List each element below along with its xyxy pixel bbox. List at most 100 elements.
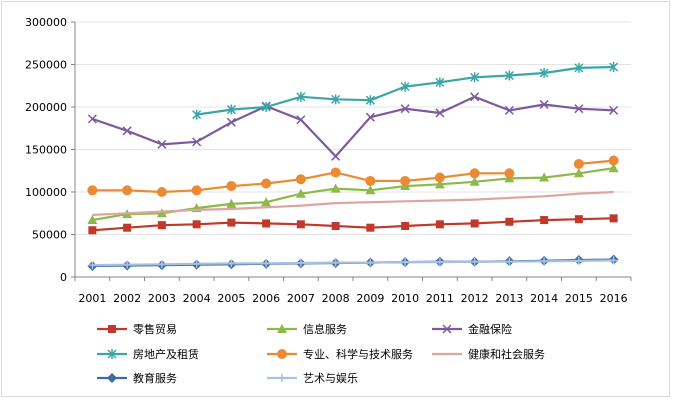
data-point-marker [227,218,236,227]
data-point-marker [87,215,98,225]
data-point-marker [469,176,480,186]
data-point-marker [296,220,305,229]
data-point-marker [277,349,287,359]
legend-item: 艺术与娱乐 [267,371,358,385]
series-8 [88,256,618,270]
y-tick-label: 150000 [25,144,67,157]
x-tick-label: 2011 [426,292,454,305]
series-2 [87,163,619,225]
data-point-marker [401,222,410,230]
legend-item: 健康和社会服务 [432,347,545,361]
data-point-marker [400,175,411,186]
data-point-marker [278,374,286,382]
data-point-marker [539,172,550,182]
data-point-marker [505,257,514,266]
data-point-marker [157,260,166,269]
data-point-marker [330,167,341,178]
data-point-marker [573,168,584,178]
data-point-marker [574,104,584,114]
data-point-marker [365,175,376,186]
legend-label: 教育服务 [133,371,177,385]
data-point-marker [295,174,306,185]
data-point-marker [608,155,619,166]
data-point-marker [366,223,375,232]
data-point-marker [191,185,202,196]
data-point-marker [574,215,583,224]
x-tick-label: 2010 [391,292,419,305]
data-point-marker [539,99,549,109]
data-point-marker [505,217,514,226]
data-point-marker [226,181,237,192]
data-point-marker [400,81,410,92]
data-point-marker [156,187,167,197]
x-tick-label: 2003 [148,292,176,305]
x-tick-label: 2016 [600,292,628,305]
data-point-marker [400,104,410,114]
data-point-marker [504,105,514,115]
legend-item: 专业、科学与技术服务 [267,347,413,361]
series-line [92,159,614,194]
data-point-marker [227,259,236,268]
legend-item: 房地产及租赁 [97,347,199,361]
data-point-marker [435,258,444,267]
series-3 [87,92,619,161]
legend-label: 艺术与娱乐 [303,371,358,385]
data-point-marker [88,226,97,235]
data-point-marker [366,258,375,267]
data-point-marker [107,349,117,359]
x-tick-label: 2009 [356,292,384,305]
x-tick-label: 2001 [78,292,106,305]
data-point-marker [574,62,584,73]
data-point-marker [226,198,237,208]
legend-label: 金融保险 [468,322,512,336]
data-point-marker [108,325,116,333]
y-tick-label: 0 [60,271,67,284]
series-5 [87,155,619,197]
y-axis-tick-labels: 0 50000 100000 150000 200000 250000 300000 [25,16,67,284]
data-point-marker [122,126,132,136]
data-point-marker [331,94,341,105]
data-point-marker [107,373,117,383]
series-1 [88,214,618,235]
x-tick-label: 2013 [495,292,523,305]
data-point-marker [573,158,584,169]
legend-item: 金融保险 [432,322,512,336]
data-point-marker [156,208,167,218]
data-point-marker [365,185,376,195]
data-point-marker [262,259,271,268]
data-point-marker [469,168,480,179]
data-point-marker [435,77,445,88]
data-point-marker [442,324,452,334]
data-point-marker [296,258,305,267]
data-point-marker [401,258,410,267]
data-point-marker [123,260,132,269]
data-point-marker [540,257,549,266]
data-point-marker [192,109,202,120]
line-chart: 0 50000 100000 150000 200000 250000 300000 200… [25,16,632,385]
data-point-marker [608,163,619,173]
x-tick-label: 2014 [530,292,558,305]
legend-item: 零售贸易 [97,322,177,336]
data-point-marker [157,139,167,149]
data-point-marker [504,168,515,179]
series-line [92,217,614,232]
x-tick-label: 2008 [322,292,350,305]
series-line [92,190,614,216]
legend-label: 信息服务 [303,322,347,336]
legend-label: 零售贸易 [133,322,177,336]
data-point-marker [470,219,479,228]
data-point-marker [331,151,341,161]
data-point-marker [434,179,445,189]
x-tick-label: 2004 [183,292,211,305]
x-tick-label: 2006 [252,292,280,305]
y-tick-label: 50000 [32,229,67,242]
data-point-marker [435,108,445,118]
data-point-marker [226,104,236,115]
data-point-marker [331,258,340,267]
data-point-marker [470,72,480,83]
data-point-marker [574,256,583,265]
data-point-marker [123,223,132,232]
x-tick-label: 2007 [287,292,315,305]
x-tick-label: 2015 [565,292,593,305]
